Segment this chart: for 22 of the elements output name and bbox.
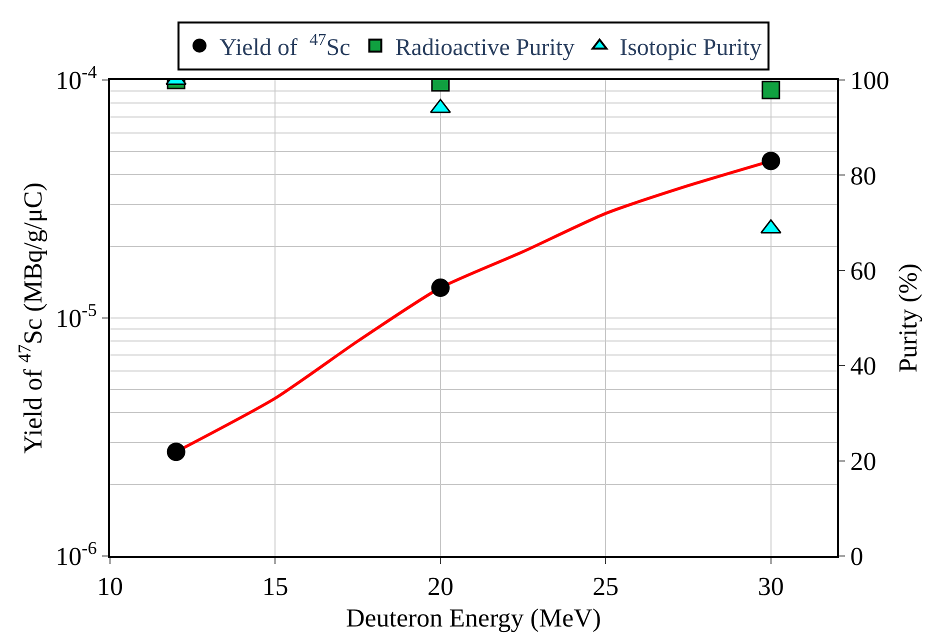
legend-label: Isotopic Purity xyxy=(620,34,762,61)
y-tick-label: 10$^{-4}$ xyxy=(56,62,97,96)
y2-tick-label: 100 xyxy=(850,66,890,96)
x-tick-label: 20 xyxy=(427,572,454,602)
legend-label: Yield of $^{47}$Sc xyxy=(220,30,350,61)
y2-tick-label: 20 xyxy=(850,446,876,476)
point xyxy=(431,278,450,297)
y2-tick-label: 60 xyxy=(850,256,876,286)
y2-axis-title: Purity (%) xyxy=(893,263,922,373)
y2-tick-label: 40 xyxy=(850,352,876,381)
point xyxy=(762,152,780,170)
legend-label: Radioactive Purity xyxy=(395,34,575,61)
y-tick-label: 10$^{-6}$ xyxy=(56,538,97,572)
x-tick-label: 25 xyxy=(592,572,619,602)
y-tick-label: 10$^{-5}$ xyxy=(56,300,97,334)
x-axis-title: Deuteron Energy (MeV) xyxy=(346,603,602,632)
x-tick-label: 30 xyxy=(758,572,784,602)
x-tick-label: 10 xyxy=(97,572,123,602)
x-tick-label: 15 xyxy=(262,572,288,602)
point xyxy=(166,442,186,462)
y2-tick-label: 0 xyxy=(850,542,864,572)
y2-tick-label: 80 xyxy=(850,161,876,190)
